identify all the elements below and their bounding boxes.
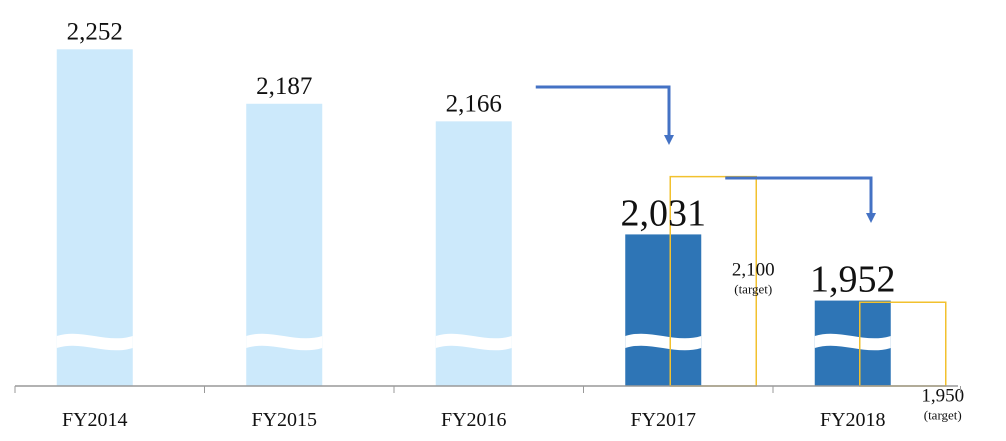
category-label-fy2016: FY2016 — [441, 409, 507, 431]
value-label-fy2017: 2,031 — [621, 192, 707, 234]
category-label-fy2018: FY2018 — [820, 409, 886, 431]
axis-break-mark — [625, 333, 702, 351]
axis-break-mark — [814, 333, 891, 351]
axis-break-mark — [435, 333, 512, 351]
category-label-fy2015: FY2015 — [251, 409, 317, 431]
value-label-fy2016: 2,166 — [446, 90, 502, 117]
bar-fy2014 — [56, 49, 133, 386]
value-label-fy2014: 2,252 — [67, 18, 123, 45]
target-note-label: (target) — [924, 407, 962, 422]
axis-break-mark — [246, 333, 323, 351]
bar-fy2017 — [625, 234, 702, 386]
trend-arrow — [725, 176, 876, 223]
axis-break-mark — [56, 333, 133, 351]
value-label-fy2018: 1,952 — [810, 259, 896, 301]
target-note-label: (target) — [734, 282, 772, 297]
category-label-fy2014: FY2014 — [62, 409, 128, 431]
category-label-fy2017: FY2017 — [630, 409, 696, 431]
target-value-label: 1,950 — [921, 385, 964, 406]
target-value-label: 2,100 — [732, 260, 775, 281]
value-label-fy2015: 2,187 — [256, 73, 312, 100]
trend-arrow — [535, 85, 674, 145]
